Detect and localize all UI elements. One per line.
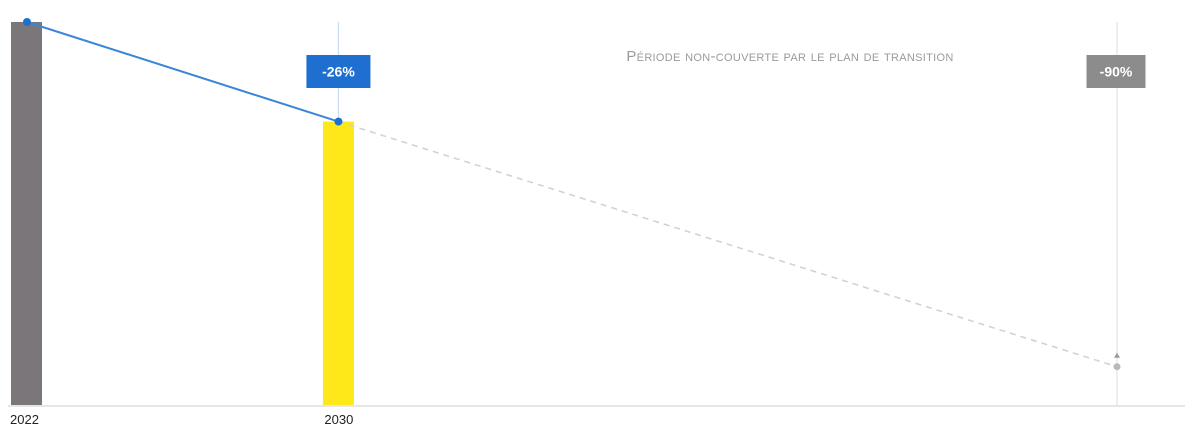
bar-2022 [11,22,42,405]
marker-badge-2050 [1086,55,1146,88]
trajectory-point-2022 [23,18,31,26]
marker-badge-label: -90% [1100,64,1133,80]
projection-end-point [1113,363,1121,371]
trajectory-line [26,21,339,123]
uncovered-period-annotation: Période non-couverte par le plan de tran… [626,48,953,65]
projection-line [338,120,1118,368]
trajectory-point-2030 [334,117,343,126]
x-tick-label-2022: 2022 [10,412,39,426]
bar-2030 [322,121,354,405]
x-tick-label-2030: 2030 [324,412,353,426]
marker-badge-label: -26% [322,64,355,80]
projection-end-arrow-icon [1114,352,1120,358]
marker-badge-2030 [306,55,371,88]
